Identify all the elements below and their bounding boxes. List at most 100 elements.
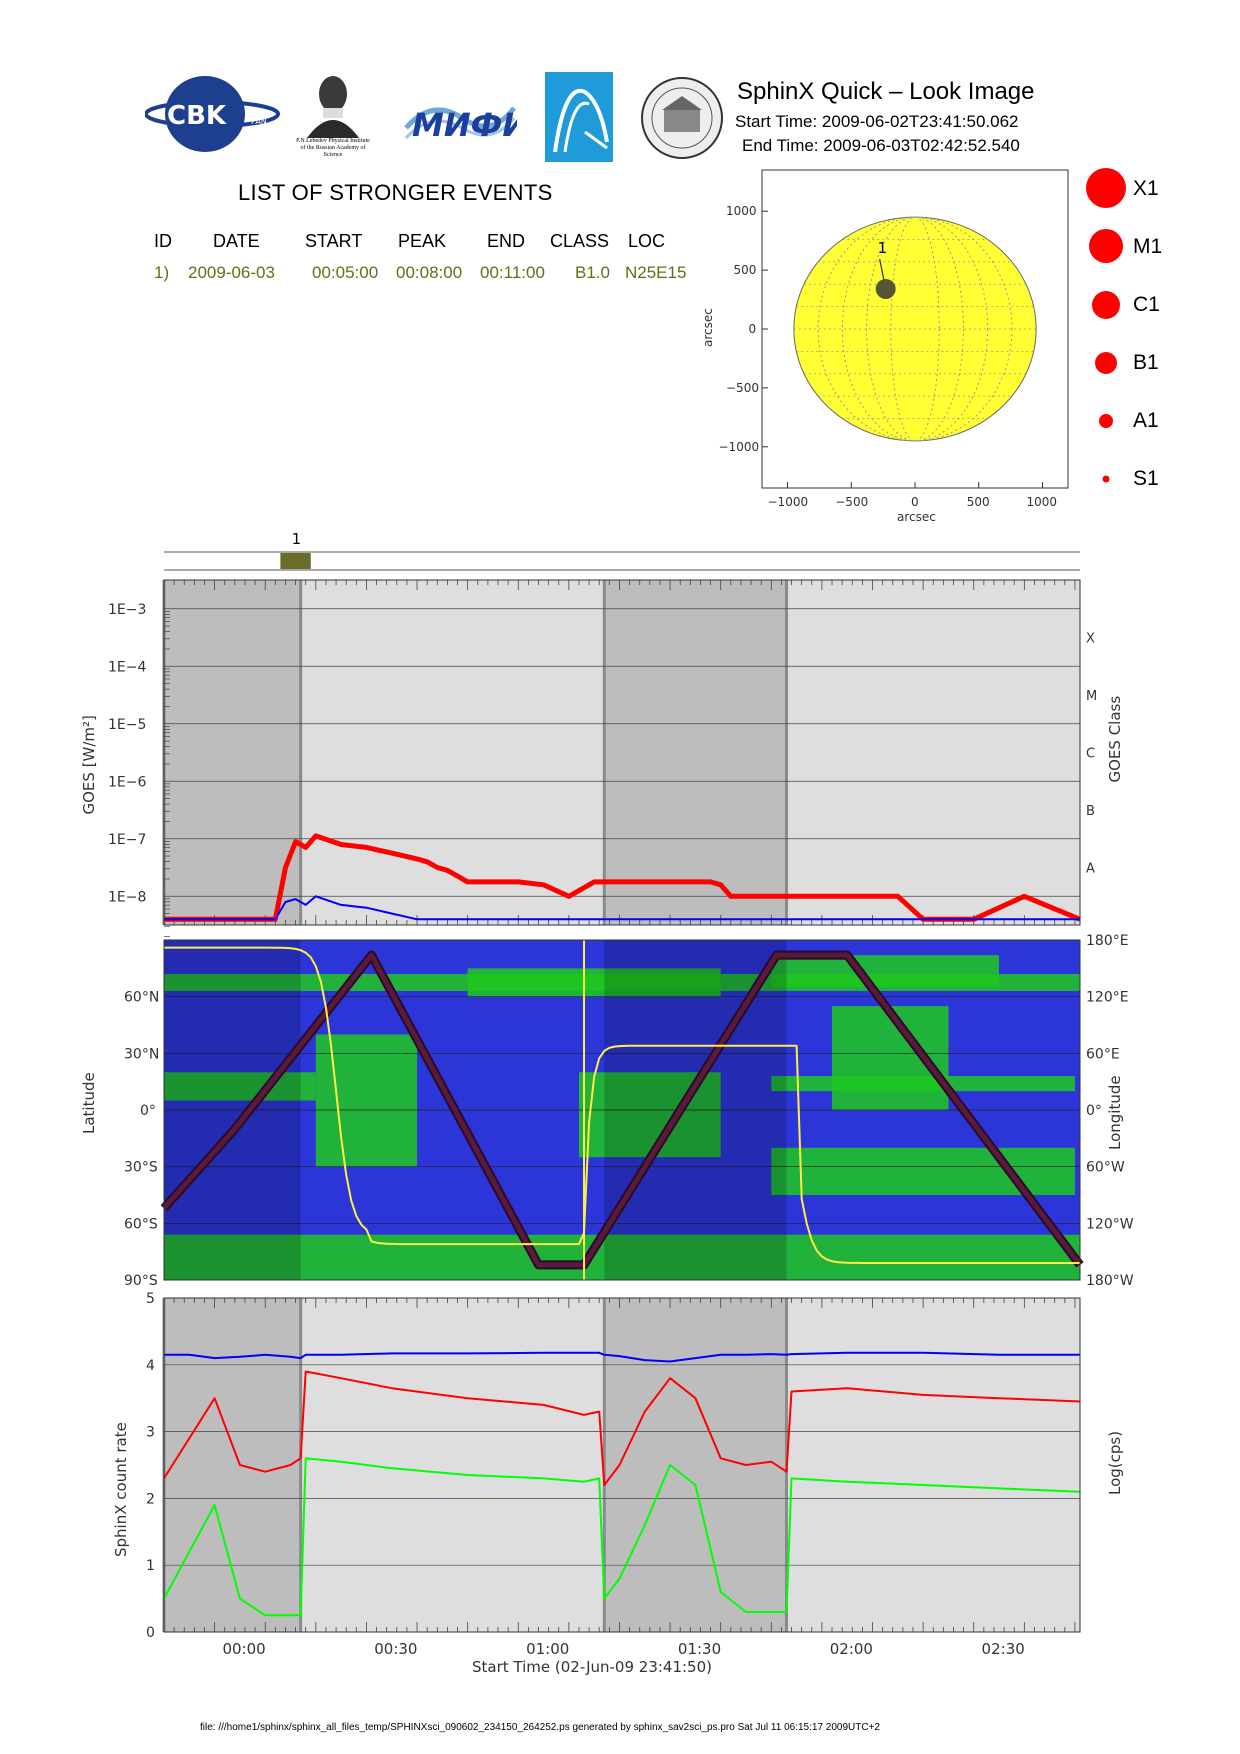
sphinx-y-tick-label: 0	[146, 1625, 155, 1641]
longitude-grid-line	[890, 216, 940, 442]
sphinx-green-channel-line	[163, 1457, 1081, 1617]
latitude-tick-label: 90°S	[124, 1273, 158, 1289]
longitude-curve	[164, 946, 1080, 1264]
longitude-tick-label: 180°W	[1086, 1273, 1134, 1289]
latitude-tick-label: 60°S	[124, 1216, 158, 1232]
disk-y-tick-label: 500	[734, 263, 757, 277]
longitude-tick-label: 0°	[1086, 1103, 1102, 1119]
longitude-tick-label: 120°W	[1086, 1216, 1134, 1232]
latitude-tick-label: 0°	[140, 1103, 156, 1119]
cbk-logo-text: CBK	[167, 101, 227, 131]
goes-y-tick-label: 1E−4	[108, 659, 146, 675]
longitude-grid-line	[817, 216, 1013, 442]
event-marker-1	[875, 278, 896, 299]
disk-y-axis-label: arcsec	[701, 308, 715, 347]
goes-y-tick-label: 1E−3	[108, 602, 146, 618]
disk-x-tick-label: 1000	[1027, 495, 1058, 509]
legend-label-c1: C1	[1133, 293, 1160, 316]
goes-long-channel-line	[164, 833, 1081, 922]
longitude-tick-label: 60°W	[1086, 1160, 1125, 1176]
goes-y-tick-label: 1E−8	[108, 889, 146, 905]
time-axis-tick-label: 01:00	[526, 1640, 569, 1658]
events-list-title: LIST OF STRONGER EVENTS	[238, 180, 553, 205]
event-id: 1)	[154, 263, 170, 282]
radiation-zone-region	[315, 1034, 418, 1167]
lebedev-institute-logo: P.N.Lebedev Physical Institute of the Ru…	[293, 72, 373, 162]
time-axis-label: Start Time (02-Jun-09 23:41:50)	[472, 1658, 712, 1676]
goes-y-axis-label: GOES [W/m²]	[80, 715, 98, 814]
time-axis-tick-label: 01:30	[678, 1640, 721, 1658]
goes-y-tick-label: 1E−7	[108, 832, 146, 848]
latitude-axis-label: Latitude	[80, 1072, 98, 1134]
orbit-latitude-track	[162, 952, 1082, 1268]
eclipse-shading	[164, 1298, 301, 1632]
sphinx-red-channel-line	[163, 1370, 1081, 1486]
radiation-zone-region	[771, 955, 1000, 988]
pan-logo-text: PAN	[251, 117, 267, 126]
legend-marker-s1	[1102, 475, 1110, 483]
legend-marker-a1	[1099, 414, 1113, 428]
col-id: ID	[154, 231, 172, 251]
event-loc: N25E15	[625, 263, 687, 282]
arc-logo	[545, 72, 613, 162]
sphinx-right-axis-label: Log(cps)	[1106, 1431, 1124, 1495]
goes-short-channel-line	[164, 895, 1080, 921]
disk-y-tick-label: 0	[749, 322, 757, 336]
goes-class-label: X	[1086, 632, 1095, 647]
latitude-tick-label: 30°N	[124, 1046, 159, 1062]
sphinx-panel-frame	[163, 1297, 1081, 1633]
longitude-axis-label: Longitude	[1106, 1075, 1124, 1150]
legend-marker-b1	[1095, 352, 1117, 374]
legend-marker-m1	[1089, 229, 1123, 263]
eclipse-shading	[164, 580, 301, 925]
goes-class-label: A	[1086, 862, 1095, 877]
sphinx-y-tick-label: 3	[146, 1425, 155, 1441]
event-peak: 00:08:00	[396, 263, 463, 282]
sphinx-y-axis-label: SphinX count rate	[112, 1422, 130, 1557]
col-peak: PEAK	[398, 231, 447, 251]
time-axis-tick-label: 00:00	[222, 1640, 265, 1658]
start-time: Start Time: 2009-06-02T23:41:50.062	[735, 112, 1019, 131]
longitude-grid-line	[841, 216, 989, 442]
goes-y-tick-label: 1E−6	[108, 774, 146, 790]
sphinx-y-tick-label: 2	[146, 1491, 155, 1507]
event-start: 00:05:00	[312, 263, 379, 282]
longitude-tick-label: 60°E	[1086, 1046, 1120, 1062]
university-seal-logo	[640, 76, 724, 160]
solar-disk-chart: 1 −1000 −500 0 500 1000 1000 500 0 −500 −1000 arcse…	[701, 169, 1069, 524]
goes-panel-frame	[163, 579, 1081, 926]
sphinx-blue-channel-line	[164, 1351, 1080, 1363]
mifi-logo: МИФИ	[402, 88, 529, 148]
longitude-tick-label: 120°E	[1086, 990, 1129, 1006]
col-start: START	[305, 231, 363, 251]
event-class: B1.0	[575, 263, 610, 282]
radiation-zone-region	[832, 1006, 949, 1110]
radiation-zone-region	[467, 968, 721, 997]
event-marker-label: 1	[878, 239, 888, 257]
disk-x-tick-label: −1000	[768, 495, 809, 509]
end-time: End Time: 2009-06-03T02:42:52.540	[742, 136, 1020, 155]
lebedev-caption: P.N.Lebedev Physical Institute of the Ru…	[296, 138, 370, 158]
disk-x-tick-label: 500	[967, 495, 990, 509]
time-axis-tick-label: 02:00	[830, 1640, 873, 1658]
radiation-zone-region	[164, 1234, 1080, 1280]
col-loc: LOC	[628, 231, 666, 251]
time-axis-tick-label: 00:30	[374, 1640, 417, 1658]
legend-label-a1: A1	[1133, 409, 1159, 432]
legend-label-b1: B1	[1133, 351, 1159, 374]
event-timeline-bar	[280, 553, 311, 569]
disk-y-tick-label: −1000	[719, 440, 760, 454]
goes-class-label: B	[1086, 804, 1095, 819]
class-legend	[1080, 166, 1230, 496]
time-series-charts: 1 1E−8 1E−7 1E−6 1E−5 1E−4 1E−3 A B C M X GOES [W/m²…	[80, 530, 1134, 1676]
page-title: SphinX Quick – Look Image	[737, 78, 1035, 105]
latitude-tick-label: 30°S	[124, 1160, 158, 1176]
disk-y-tick-label: 1000	[726, 204, 757, 218]
col-end: END	[487, 231, 526, 251]
sphinx-y-tick-label: 1	[146, 1558, 155, 1574]
eclipse-shading	[604, 940, 787, 1280]
disk-x-tick-label: 0	[911, 495, 919, 509]
eclipse-shading	[604, 580, 787, 925]
legend-label-s1: S1	[1133, 467, 1159, 490]
cbk-pan-logo: CBK PAN	[144, 72, 280, 154]
